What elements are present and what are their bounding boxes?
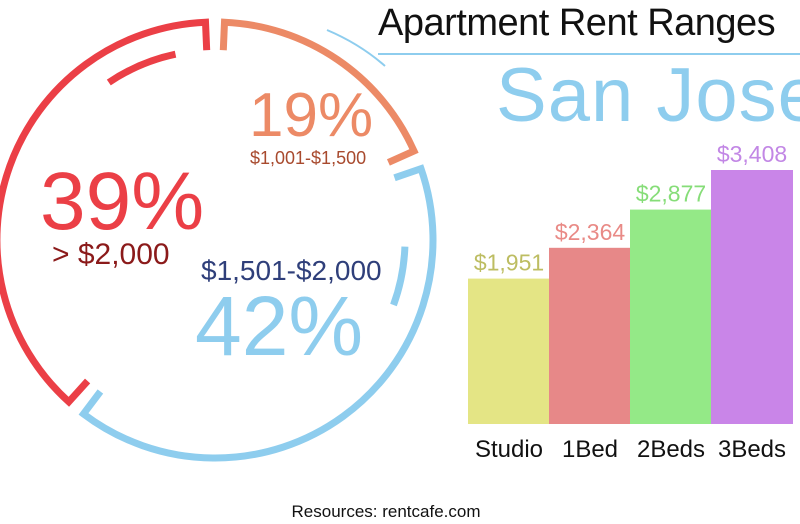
bar-value-label: $1,951 xyxy=(474,250,544,276)
bar-category-label: 1Bed xyxy=(562,436,618,463)
bar-value-label: $2,877 xyxy=(636,181,706,207)
slice-percent-blue: 42% xyxy=(195,279,364,373)
slice-percent-orange: 19% xyxy=(249,81,374,150)
bar-category-label: 2Beds xyxy=(637,436,705,463)
bar-2beds xyxy=(630,209,712,424)
slice-range-red: > $2,000 xyxy=(52,238,170,271)
bar-value-label: $2,364 xyxy=(555,219,626,245)
bar-chart: $1,951 Studio $2,364 1Bed $2,877 2Beds $3,408 3… xyxy=(468,141,793,463)
bar-value-label: $3,408 xyxy=(717,141,787,167)
source-credit: Resources: rentcafe.com xyxy=(291,502,481,521)
city-name: San Jose xyxy=(496,53,800,138)
ring-inner-fragment-blue xyxy=(390,246,409,307)
bar-category-label: Studio xyxy=(475,436,543,463)
title-decoration xyxy=(326,29,800,67)
bar-3beds xyxy=(711,170,793,424)
ring-inner-fragment-red xyxy=(106,50,177,86)
slice-range-orange: $1,001-$1,500 xyxy=(250,148,367,168)
bar-1bed xyxy=(549,247,631,424)
page-title: Apartment Rent Ranges xyxy=(378,2,776,44)
bar-studio xyxy=(468,278,550,424)
bar-category-label: 3Beds xyxy=(718,436,786,463)
pie-slice-1 xyxy=(78,164,437,462)
pie-ring xyxy=(0,18,437,462)
slice-range-blue: $1,501-$2,000 xyxy=(201,255,382,286)
title-accent-arc xyxy=(326,29,386,67)
pie-slice-2 xyxy=(0,18,211,407)
pie-slice-0 xyxy=(219,18,419,166)
slice-percent-red: 39% xyxy=(40,156,205,247)
